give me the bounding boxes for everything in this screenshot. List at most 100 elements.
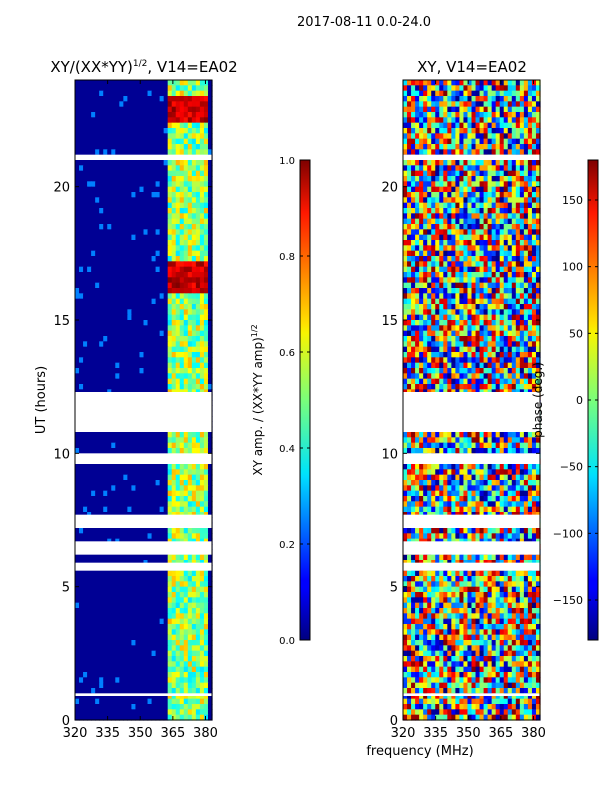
heatmap-cell [183,245,189,252]
heatmap-cell [99,144,104,150]
heatmap-cell [83,618,88,625]
heatmap-cell [523,192,529,198]
heatmap-cell [75,682,80,689]
heatmap-cell [483,96,489,102]
heatmap-cell [87,464,92,470]
heatmap-cell [191,106,197,113]
heatmap-cell [127,677,133,684]
heatmap-cell [99,309,104,316]
heatmap-cell [487,149,493,156]
heatmap-cell [183,106,189,113]
heatmap-cell [91,704,96,710]
heatmap-cell [203,133,209,140]
heatmap-cell [151,122,157,129]
heatmap-cell [183,112,189,118]
heatmap-cell [163,448,169,454]
heatmap-cell [159,613,165,620]
heatmap-cell [107,586,112,593]
heatmap-cell [99,160,104,166]
heatmap-cell [463,128,469,134]
heatmap-cell [183,80,189,86]
heatmap-cell [159,464,165,470]
heatmap-cell [471,90,477,97]
heatmap-cell [75,245,80,252]
heatmap-cell [163,357,169,364]
heatmap-cell [443,181,448,188]
heatmap-cell [79,709,84,716]
heatmap-cell [155,101,161,108]
heatmap-cell [187,677,193,684]
heatmap-cell [79,613,84,620]
heatmap-cell [495,90,501,97]
heatmap-cell [203,368,209,374]
heatmap-cell [83,554,88,561]
heatmap-cell [479,186,485,193]
heatmap-cell [195,528,201,534]
heatmap-cell [123,106,128,113]
heatmap-cell [143,298,149,305]
heatmap-cell [103,224,108,230]
heatmap-cell [159,106,165,113]
heatmap-cell [415,181,420,188]
heatmap-cell [167,576,173,582]
heatmap-cell [99,101,104,108]
heatmap-cell [195,181,201,188]
heatmap-cell [163,240,169,246]
heatmap-cell [99,250,104,257]
heatmap-cell [167,90,173,97]
heatmap-cell [403,181,408,188]
heatmap-cell [463,85,469,92]
heatmap-cell [115,224,120,230]
heatmap-cell [151,144,157,150]
heatmap-cell [159,384,165,390]
heatmap-cell [163,618,169,625]
heatmap-cell [115,581,120,588]
heatmap-cell [87,181,92,188]
heatmap-cell [535,181,541,188]
heatmap-cell [515,106,521,113]
heatmap-cell [95,634,100,641]
heatmap-cell [91,506,96,513]
heatmap-cell [203,618,209,625]
heatmap-cell [415,160,420,166]
heatmap-cell [183,480,189,486]
heatmap-cell [475,192,481,198]
heatmap-cell [187,554,193,561]
heatmap-cell [147,474,153,481]
heatmap-cell [135,176,141,182]
heatmap-cell [199,490,205,497]
heatmap-cell [159,186,165,193]
heatmap-cell [191,485,197,492]
heatmap-cell [103,320,108,326]
heatmap-cell [163,592,169,598]
heatmap-cell [107,197,112,204]
heatmap-cell [495,122,501,129]
heatmap-cell [123,576,128,582]
heatmap-cell [107,677,112,684]
heatmap-cell [207,432,213,438]
heatmap-cell [171,101,177,108]
heatmap-cell [127,245,133,252]
heatmap-cell [119,309,124,316]
heatmap-cell [99,629,104,636]
heatmap-cell [203,224,209,230]
heatmap-cell [175,437,181,444]
heatmap-cell [75,474,80,481]
heatmap-cell [131,96,137,102]
heatmap-cell [171,373,177,380]
heatmap-cell [159,432,165,438]
heatmap-cell [75,218,80,225]
heatmap-cell [479,106,485,113]
heatmap-cell [83,352,88,358]
heatmap-cell [431,197,436,204]
heatmap-cell [103,256,108,262]
heatmap-cell [519,133,525,140]
heatmap-cell [135,666,141,673]
heatmap-cell [207,597,213,604]
heatmap-cell [99,698,104,705]
heatmap-cell [199,624,205,630]
heatmap-cell [431,165,436,172]
heatmap-cell [207,288,213,294]
heatmap-cell [139,341,145,348]
heatmap-cell [139,240,145,246]
